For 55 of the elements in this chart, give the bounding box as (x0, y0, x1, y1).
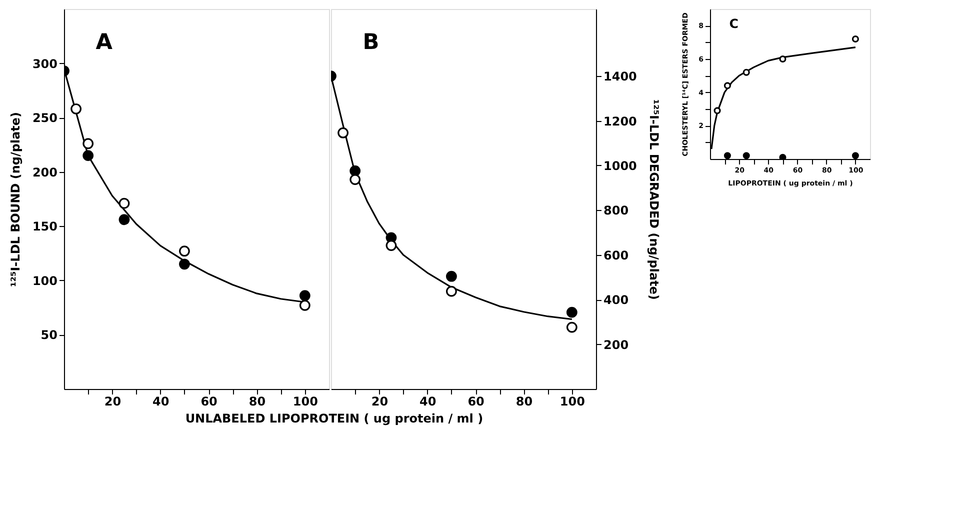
point (338, 127, 348, 138)
point (742, 68, 750, 76)
point (179, 246, 190, 257)
point (386, 240, 397, 251)
y-tick-label: 50 (40, 328, 58, 342)
y-tick-label: 200 (32, 165, 58, 180)
y2-tick-label: 1200 (604, 114, 637, 128)
y-tick-label: 300 (32, 56, 58, 71)
point (566, 306, 578, 318)
x-tick-label: 60 (468, 394, 484, 408)
y2-tick-label: 800 (604, 204, 629, 218)
y2-tick-label: 1000 (604, 158, 637, 173)
point (566, 322, 578, 333)
x-axis-title: UNLABELED LIPOPROTEIN ( ug protein / ml ) (185, 412, 484, 426)
point (118, 214, 130, 226)
x-tick-label: 40 (420, 394, 436, 408)
y2-tick-label: 1400 (604, 70, 637, 84)
x-tick-label: 20 (104, 394, 122, 408)
point (82, 150, 94, 162)
annotation: B (362, 30, 380, 55)
point (350, 165, 361, 176)
y2-tick-label: 600 (604, 248, 629, 262)
x-tick-label: 100 (292, 394, 318, 408)
x-tick-label: 20 (371, 394, 388, 408)
y-axis-title: ¹²⁵I-LDL BOUND (ng/plate) (8, 112, 22, 288)
point (299, 300, 310, 311)
point (779, 55, 786, 63)
point (852, 152, 859, 159)
point (299, 290, 310, 302)
y-tick-label: 100 (32, 274, 58, 288)
x-tick-label: 40 (152, 394, 170, 408)
point (714, 107, 721, 114)
x-tick-label: 100 (560, 394, 585, 408)
x-tick-label: 60 (200, 394, 218, 408)
point (350, 174, 361, 185)
annotation: A (96, 30, 113, 55)
point (742, 152, 750, 159)
point (724, 152, 731, 159)
point (82, 138, 94, 150)
point (852, 35, 859, 43)
y2-tick-label: 400 (604, 293, 629, 308)
y2-tick-label: 200 (604, 338, 629, 352)
point (446, 270, 457, 282)
annotation: C (729, 16, 738, 31)
point (724, 82, 731, 90)
y2-axis-title: ¹²⁵I-LDL DEGRADED (ng/plate) (646, 99, 661, 300)
point (70, 103, 82, 114)
point (779, 154, 786, 159)
point (118, 198, 130, 209)
x-tick-label: 80 (516, 394, 533, 408)
point (179, 258, 190, 270)
point (446, 286, 457, 297)
y-tick-label: 150 (32, 220, 58, 234)
y-tick-label: 250 (32, 111, 58, 126)
x-tick-label: 80 (248, 394, 266, 408)
